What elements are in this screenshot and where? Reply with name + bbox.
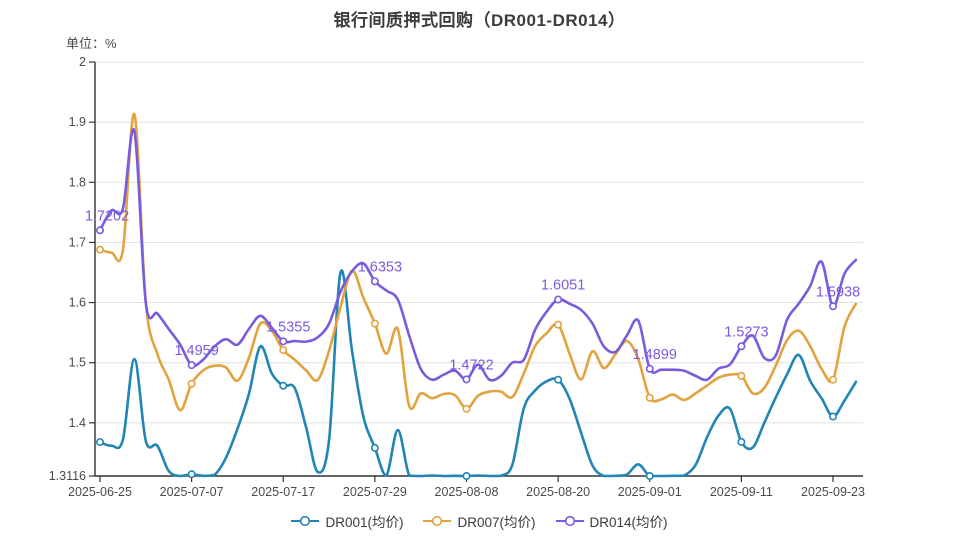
y-tick-label: 1.5 — [69, 356, 86, 370]
data-point-marker — [462, 375, 471, 384]
legend-item-DR007(均价)[interactable]: DR007(均价) — [423, 511, 536, 531]
data-point-marker — [828, 412, 837, 421]
data-point-marker — [737, 371, 746, 380]
point-annotation: 1.5938 — [816, 284, 860, 300]
x-tick-label: 2025-07-17 — [251, 485, 315, 499]
x-tick-label: 2025-07-29 — [343, 485, 407, 499]
data-point-marker — [737, 342, 746, 351]
data-point-marker — [462, 471, 471, 480]
data-point-marker — [370, 443, 379, 452]
x-tick-label: 2025-08-20 — [526, 485, 590, 499]
series-line-DR014(均价) — [98, 127, 858, 382]
legend: DR001(均价) DR007(均价) DR014(均价) — [0, 511, 959, 531]
legend-marker — [423, 515, 452, 527]
x-tick-label: 2025-09-11 — [710, 485, 773, 499]
point-annotation: 1.6051 — [541, 277, 585, 293]
data-point-marker — [828, 302, 837, 311]
y-tick-label: 1.3116 — [49, 469, 86, 483]
data-point-marker — [828, 375, 837, 384]
legend-item-DR001(均价)[interactable]: DR001(均价) — [291, 511, 403, 531]
data-point-marker — [279, 346, 288, 355]
data-point-marker — [187, 361, 196, 370]
chart-title: 银行间质押式回购（DR001-DR014） — [333, 11, 626, 30]
unit-label: 单位：% — [66, 36, 117, 51]
x-tick-label: 2025-07-07 — [160, 485, 224, 499]
point-annotation: 1.6353 — [358, 259, 402, 275]
point-annotation: 1.5355 — [266, 319, 310, 335]
data-point-marker — [554, 375, 563, 384]
data-point-marker — [645, 393, 654, 402]
data-point-marker — [645, 364, 654, 373]
y-tick-label: 1.9 — [69, 115, 86, 129]
point-annotation: 1.7202 — [85, 208, 129, 224]
data-point-marker — [462, 404, 471, 413]
legend-marker — [291, 515, 320, 527]
x-tick-label: 2025-09-23 — [801, 485, 865, 499]
data-point-marker — [96, 245, 105, 254]
data-point-marker — [96, 226, 105, 235]
y-tick-label: 1.7 — [69, 235, 86, 249]
y-tick-label: 2 — [79, 55, 86, 69]
data-point-marker — [96, 438, 105, 447]
point-annotation: 1.4959 — [174, 343, 218, 359]
data-point-marker — [370, 319, 379, 328]
data-point-marker — [645, 471, 654, 480]
data-point-marker — [187, 470, 196, 479]
series-line-DR007(均价) — [98, 112, 858, 412]
legend-label: DR014(均价) — [589, 515, 668, 530]
data-point-marker — [370, 277, 379, 286]
x-tick-label: 2025-08-08 — [435, 485, 499, 499]
data-point-marker — [554, 320, 563, 329]
data-point-marker — [279, 381, 288, 390]
legend-item-DR014(均价)[interactable]: DR014(均价) — [555, 511, 668, 531]
x-tick-label: 2025-06-25 — [68, 485, 132, 499]
y-tick-label: 1.4 — [69, 416, 86, 430]
legend-label: DR001(均价) — [325, 515, 404, 530]
data-point-marker — [279, 337, 288, 346]
point-annotation: 1.4722 — [449, 357, 493, 373]
legend-marker — [555, 515, 584, 527]
data-point-marker — [554, 295, 563, 304]
x-tick-label: 2025-09-01 — [618, 485, 682, 499]
y-tick-label: 1.6 — [69, 296, 86, 310]
point-annotation: 1.4899 — [633, 347, 677, 363]
legend-label: DR007(均价) — [457, 515, 536, 530]
y-tick-label: 1.8 — [69, 175, 86, 189]
data-point-marker — [187, 379, 196, 388]
point-annotation: 1.5273 — [724, 324, 768, 340]
data-point-marker — [737, 437, 746, 446]
